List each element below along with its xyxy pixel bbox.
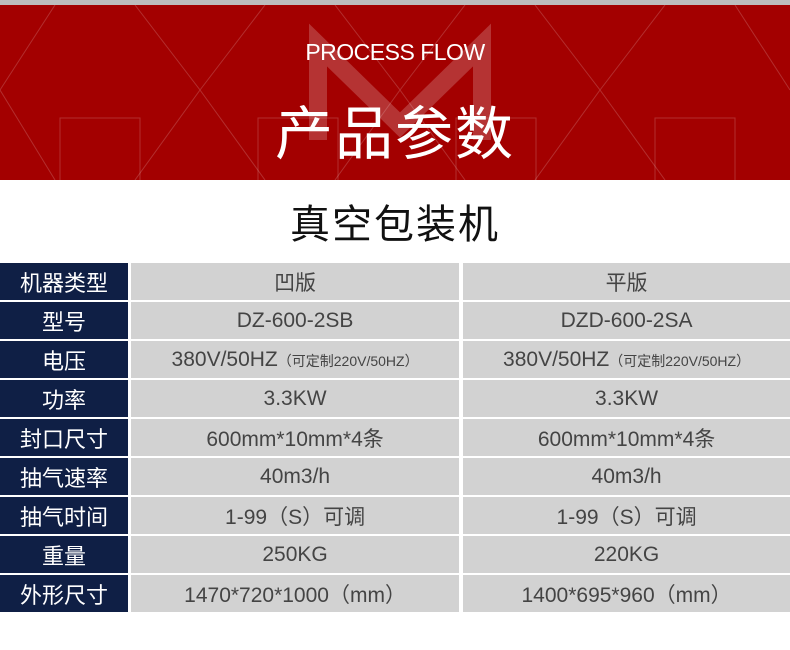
table-row: 重量 250KG 220KG xyxy=(0,536,790,575)
row-label: 功率 xyxy=(0,380,131,419)
cell-flat: 3.3KW xyxy=(463,380,790,419)
logo-watermark xyxy=(309,23,491,140)
cell-gravure: 40m3/h xyxy=(131,458,464,497)
row-label-text: 重量 xyxy=(41,544,86,570)
cell-gravure-text: DZ-600-2SB xyxy=(236,308,354,332)
cell-flat: 220KG xyxy=(463,536,790,575)
table-row: 封口尺寸 600mm*10mm*4条 600mm*10mm*4条 xyxy=(0,419,790,458)
cell-flat-text: 220KG xyxy=(593,542,660,566)
table-row: 机器类型 凹版 平版 xyxy=(0,263,790,302)
row-label: 电压 xyxy=(0,341,131,380)
row-label-text: 外形尺寸 xyxy=(19,583,108,609)
row-label-text: 抽气速率 xyxy=(19,466,108,492)
cell-gravure-text: 凹版 xyxy=(274,271,317,295)
cell-gravure: 380V/50HZ（可定制220V/50HZ） xyxy=(131,341,464,380)
cell-flat: 380V/50HZ（可定制220V/50HZ） xyxy=(463,341,790,380)
table-row: 外形尺寸 1470*720*1000（mm） 1400*695*960（mm） xyxy=(0,575,790,614)
row-label: 型号 xyxy=(0,302,131,341)
header-banner: PROCESS FLOW 产品参数 xyxy=(0,5,790,180)
table-row: 抽气速率 40m3/h 40m3/h xyxy=(0,458,790,497)
table-row: 功率 3.3KW 3.3KW xyxy=(0,380,790,419)
cell-gravure-text: 3.3KW xyxy=(263,386,327,410)
cell-flat: 1-99（S）可调 xyxy=(463,497,790,536)
cell-flat-text: 1-99（S）可调 xyxy=(556,505,697,529)
row-label: 抽气速率 xyxy=(0,458,131,497)
row-label-text: 功率 xyxy=(41,388,86,414)
spec-table: 机器类型 凹版 平版型号 DZ-600-2SB DZD-600-2SA 电压 380V/50… xyxy=(0,263,790,614)
row-label-text: 电压 xyxy=(41,349,86,375)
cell-flat-text: 40m3/h xyxy=(591,464,662,488)
cell-gravure-text: 380V/50HZ xyxy=(171,347,278,371)
cell-gravure: 凹版 xyxy=(131,263,464,302)
cell-flat: 1400*695*960（mm） xyxy=(463,575,790,614)
cell-note: （可定制220V/50HZ） xyxy=(609,352,751,369)
cell-flat-text: 3.3KW xyxy=(595,386,659,410)
table-row: 电压 380V/50HZ（可定制220V/50HZ） 380V/50HZ（可定制22… xyxy=(0,341,790,380)
header-subtitle: PROCESS FLOW xyxy=(305,39,485,65)
row-label: 外形尺寸 xyxy=(0,575,131,614)
cell-gravure: 1470*720*1000（mm） xyxy=(131,575,464,614)
row-label-text: 型号 xyxy=(41,310,86,336)
cell-gravure: 3.3KW xyxy=(131,380,464,419)
row-label-text: 抽气时间 xyxy=(19,505,108,531)
cell-flat: 40m3/h xyxy=(463,458,790,497)
cell-flat-text: 1400*695*960（mm） xyxy=(521,583,732,607)
cell-flat: DZD-600-2SA xyxy=(463,302,790,341)
cell-flat: 平版 xyxy=(463,263,790,302)
table-row: 型号 DZ-600-2SB DZD-600-2SA xyxy=(0,302,790,341)
cell-gravure-text: 250KG xyxy=(262,542,328,566)
table-row: 抽气时间 1-99（S）可调 1-99（S）可调 xyxy=(0,497,790,536)
cell-note: （可定制220V/50HZ） xyxy=(277,352,419,369)
cell-flat-text: 600mm*10mm*4条 xyxy=(537,427,716,451)
row-label: 抽气时间 xyxy=(0,497,131,536)
cell-gravure: 250KG xyxy=(131,536,464,575)
cell-gravure: DZ-600-2SB xyxy=(131,302,464,341)
cell-gravure-text: 1470*720*1000（mm） xyxy=(184,583,406,607)
row-label-text: 机器类型 xyxy=(19,271,108,297)
cell-gravure-text: 40m3/h xyxy=(260,464,331,488)
hexagon-pattern xyxy=(0,5,790,180)
cell-flat-text: DZD-600-2SA xyxy=(560,308,693,332)
cell-gravure: 600mm*10mm*4条 xyxy=(131,419,464,458)
cell-gravure-text: 1-99（S）可调 xyxy=(225,505,366,529)
row-label: 重量 xyxy=(0,536,131,575)
row-label-text: 封口尺寸 xyxy=(19,427,108,453)
cell-flat-text: 平版 xyxy=(605,271,648,295)
product-title: 真空包装机 xyxy=(290,202,500,248)
row-label: 封口尺寸 xyxy=(0,419,131,458)
row-label: 机器类型 xyxy=(0,263,131,302)
header-title: 产品参数 xyxy=(274,100,515,168)
cell-gravure-text: 600mm*10mm*4条 xyxy=(206,427,384,451)
cell-gravure: 1-99（S）可调 xyxy=(131,497,464,536)
cell-flat-text: 380V/50HZ xyxy=(503,347,610,371)
top-strip xyxy=(0,0,790,5)
cell-flat: 600mm*10mm*4条 xyxy=(463,419,790,458)
